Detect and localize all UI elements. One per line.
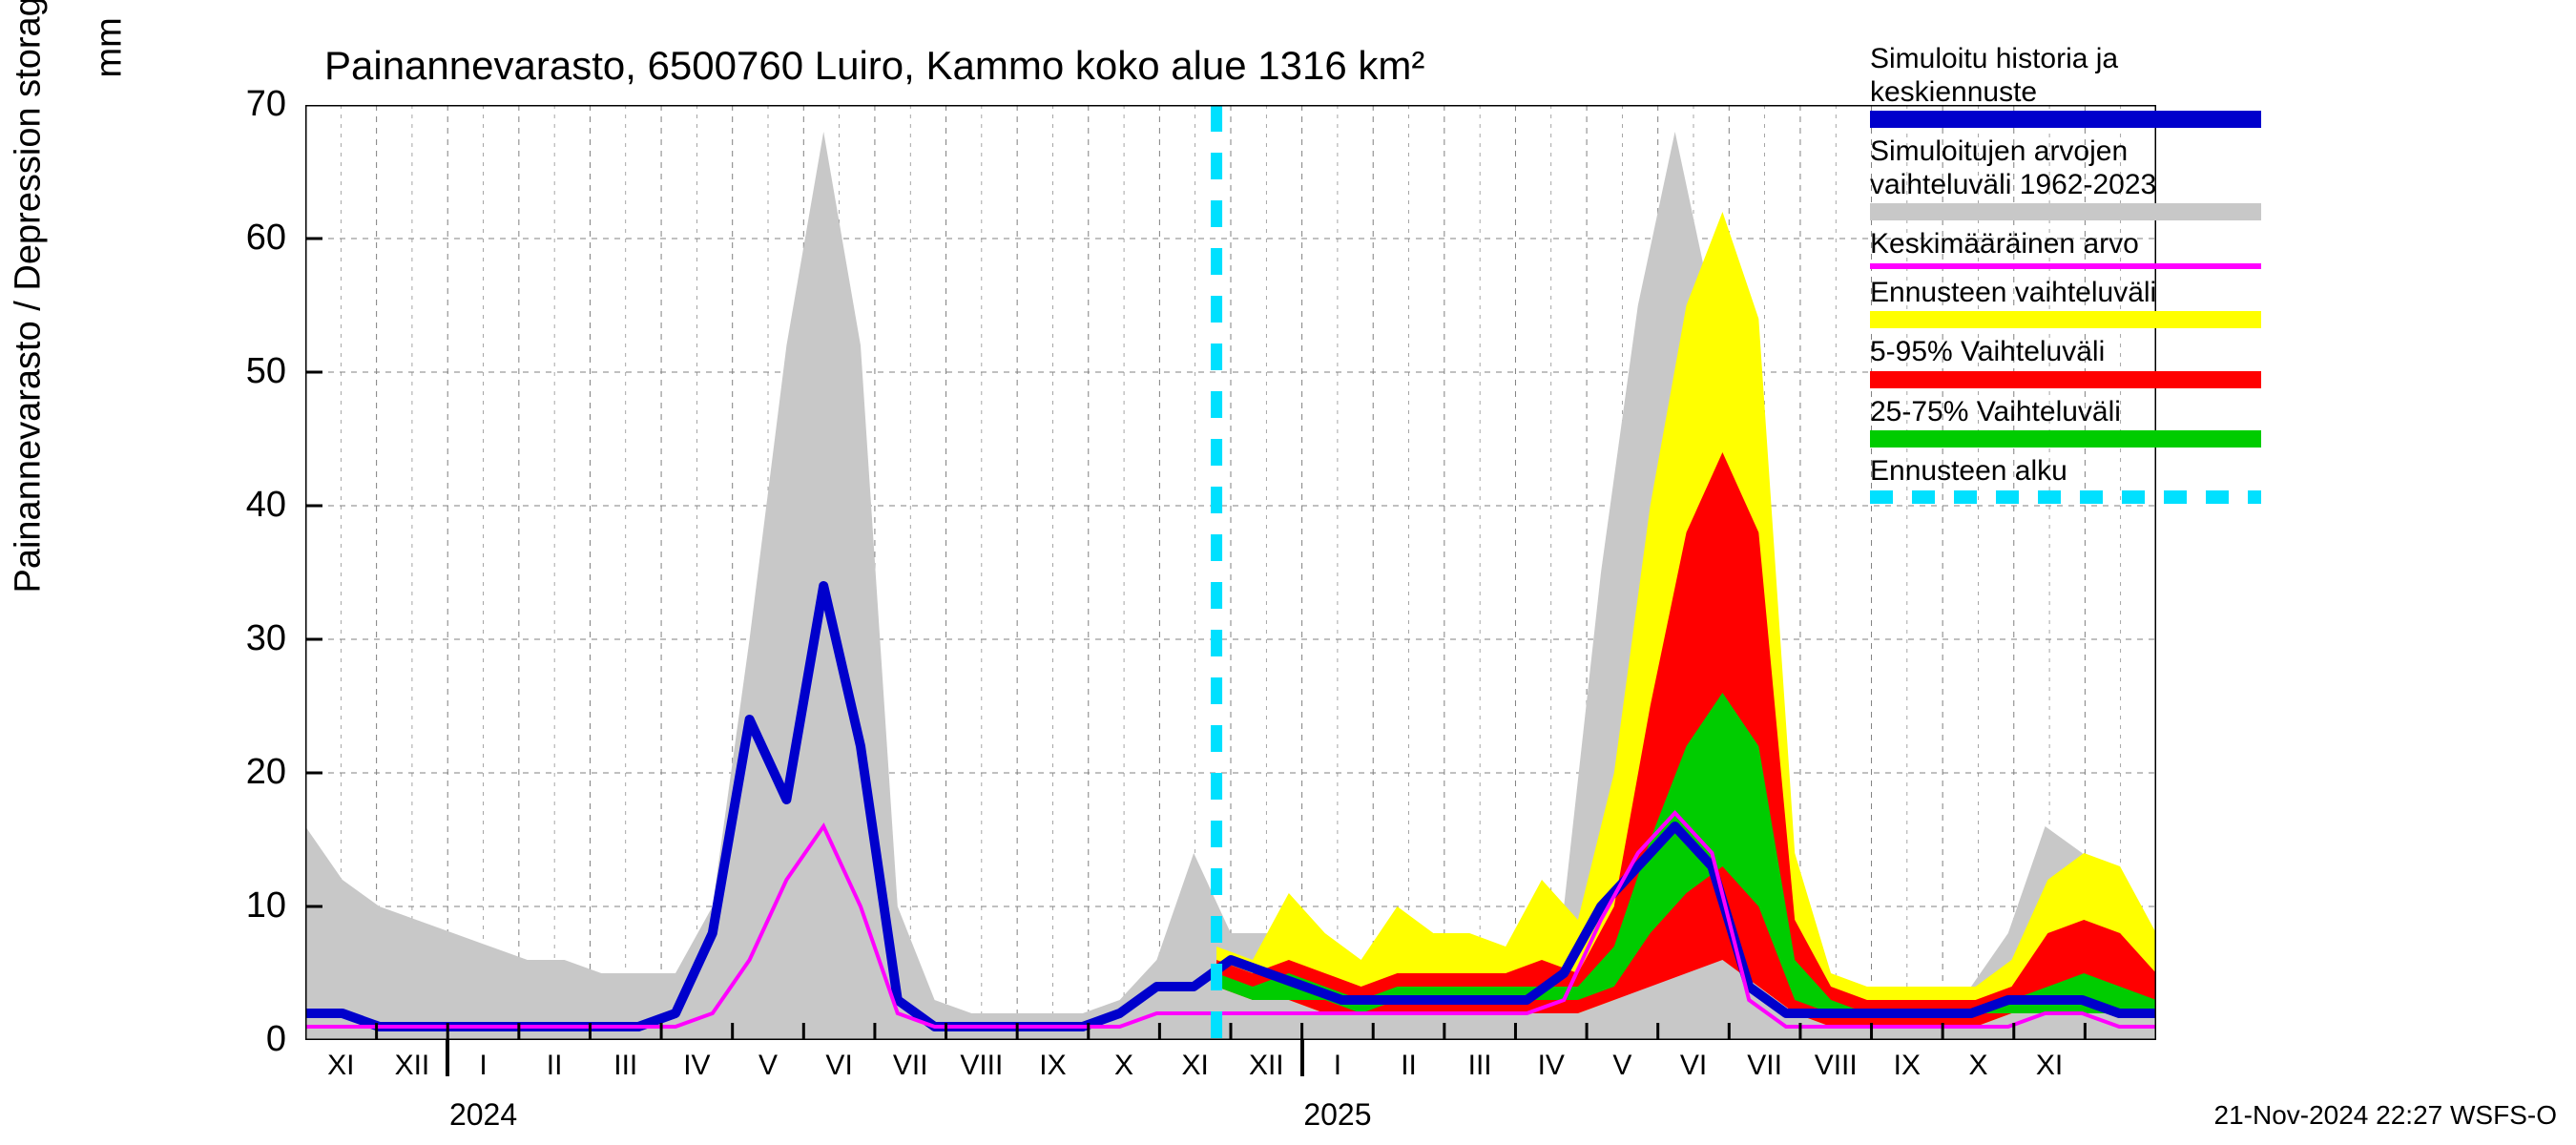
legend-label: vaihteluväli 1962-2023 — [1870, 169, 2557, 202]
footer-timestamp: 21-Nov-2024 22:27 WSFS-O — [2214, 1100, 2558, 1131]
x-tick-label: VII — [893, 1050, 928, 1082]
y-tick-label: 70 — [210, 84, 286, 125]
legend-item: Keskimääräinen arvo — [1870, 228, 2557, 269]
y-tick-label: 10 — [210, 885, 286, 926]
x-tick-label: V — [758, 1050, 778, 1082]
year-tick — [446, 1040, 449, 1076]
legend-swatch — [1870, 203, 2261, 220]
legend-swatch — [1870, 311, 2261, 328]
legend-label: Simuloitujen arvojen — [1870, 135, 2557, 169]
x-tick-label: XI — [2036, 1050, 2063, 1082]
legend-label: 5-95% Vaihteluväli — [1870, 336, 2557, 369]
y-tick-label: 20 — [210, 752, 286, 793]
x-tick-label: VI — [825, 1050, 852, 1082]
y-tick-label: 30 — [210, 618, 286, 659]
x-tick-label: XII — [395, 1050, 430, 1082]
chart-title: Painannevarasto, 6500760 Luiro, Kammo ko… — [324, 43, 1424, 89]
y-tick-label: 50 — [210, 351, 286, 392]
x-tick-label: VIII — [1815, 1050, 1858, 1082]
x-tick-label: VII — [1747, 1050, 1782, 1082]
legend-item: 25-75% Vaihteluväli — [1870, 396, 2557, 448]
y-tick-label: 0 — [210, 1019, 286, 1060]
legend-item: Ennusteen alku — [1870, 455, 2557, 504]
legend-swatch — [1870, 263, 2261, 269]
x-tick-label: XI — [327, 1050, 354, 1082]
x-tick-label: VI — [1680, 1050, 1707, 1082]
legend: Simuloitu historia jakeskiennusteSimuloi… — [1870, 43, 2557, 511]
legend-swatch — [1870, 430, 2261, 448]
x-tick-label: X — [1968, 1050, 1987, 1082]
x-tick-label: IV — [1538, 1050, 1565, 1082]
x-tick-label: X — [1114, 1050, 1133, 1082]
x-tick-label: III — [1468, 1050, 1492, 1082]
y-tick-label: 60 — [210, 218, 286, 259]
x-tick-label: IX — [1039, 1050, 1066, 1082]
legend-label: Ennusteen alku — [1870, 455, 2557, 489]
legend-item: Simuloitujen arvojenvaihteluväli 1962-20… — [1870, 135, 2557, 220]
x-tick-label: II — [547, 1050, 563, 1082]
legend-swatch — [1870, 490, 2261, 504]
legend-item: 5-95% Vaihteluväli — [1870, 336, 2557, 388]
x-tick-label: IX — [1894, 1050, 1921, 1082]
legend-item: Ennusteen vaihteluväli — [1870, 277, 2557, 329]
x-tick-label: XI — [1182, 1050, 1209, 1082]
year-label: 2024 — [449, 1097, 517, 1133]
legend-label: Simuloitu historia ja — [1870, 43, 2557, 76]
x-tick-label: III — [613, 1050, 637, 1082]
legend-label: keskiennuste — [1870, 76, 2557, 110]
x-tick-label: I — [1334, 1050, 1341, 1082]
legend-label: Keskimääräinen arvo — [1870, 228, 2557, 261]
legend-swatch — [1870, 111, 2261, 128]
legend-swatch — [1870, 371, 2261, 388]
x-tick-label: I — [479, 1050, 487, 1082]
legend-item: Simuloitu historia jakeskiennuste — [1870, 43, 2557, 128]
x-tick-label: IV — [683, 1050, 710, 1082]
legend-label: Ennusteen vaihteluväli — [1870, 277, 2557, 310]
y-axis-label: Painannevarasto / Depression storage — [9, 0, 50, 593]
chart-container: Painannevarasto / Depression storage mm … — [0, 0, 2576, 1145]
year-label: 2025 — [1303, 1097, 1371, 1133]
x-tick-label: VIII — [960, 1050, 1003, 1082]
year-tick — [1300, 1040, 1304, 1076]
y-unit-label: mm — [90, 17, 131, 77]
x-tick-label: V — [1612, 1050, 1631, 1082]
x-tick-label: II — [1401, 1050, 1417, 1082]
y-tick-label: 40 — [210, 485, 286, 526]
legend-label: 25-75% Vaihteluväli — [1870, 396, 2557, 429]
x-tick-label: XII — [1249, 1050, 1284, 1082]
